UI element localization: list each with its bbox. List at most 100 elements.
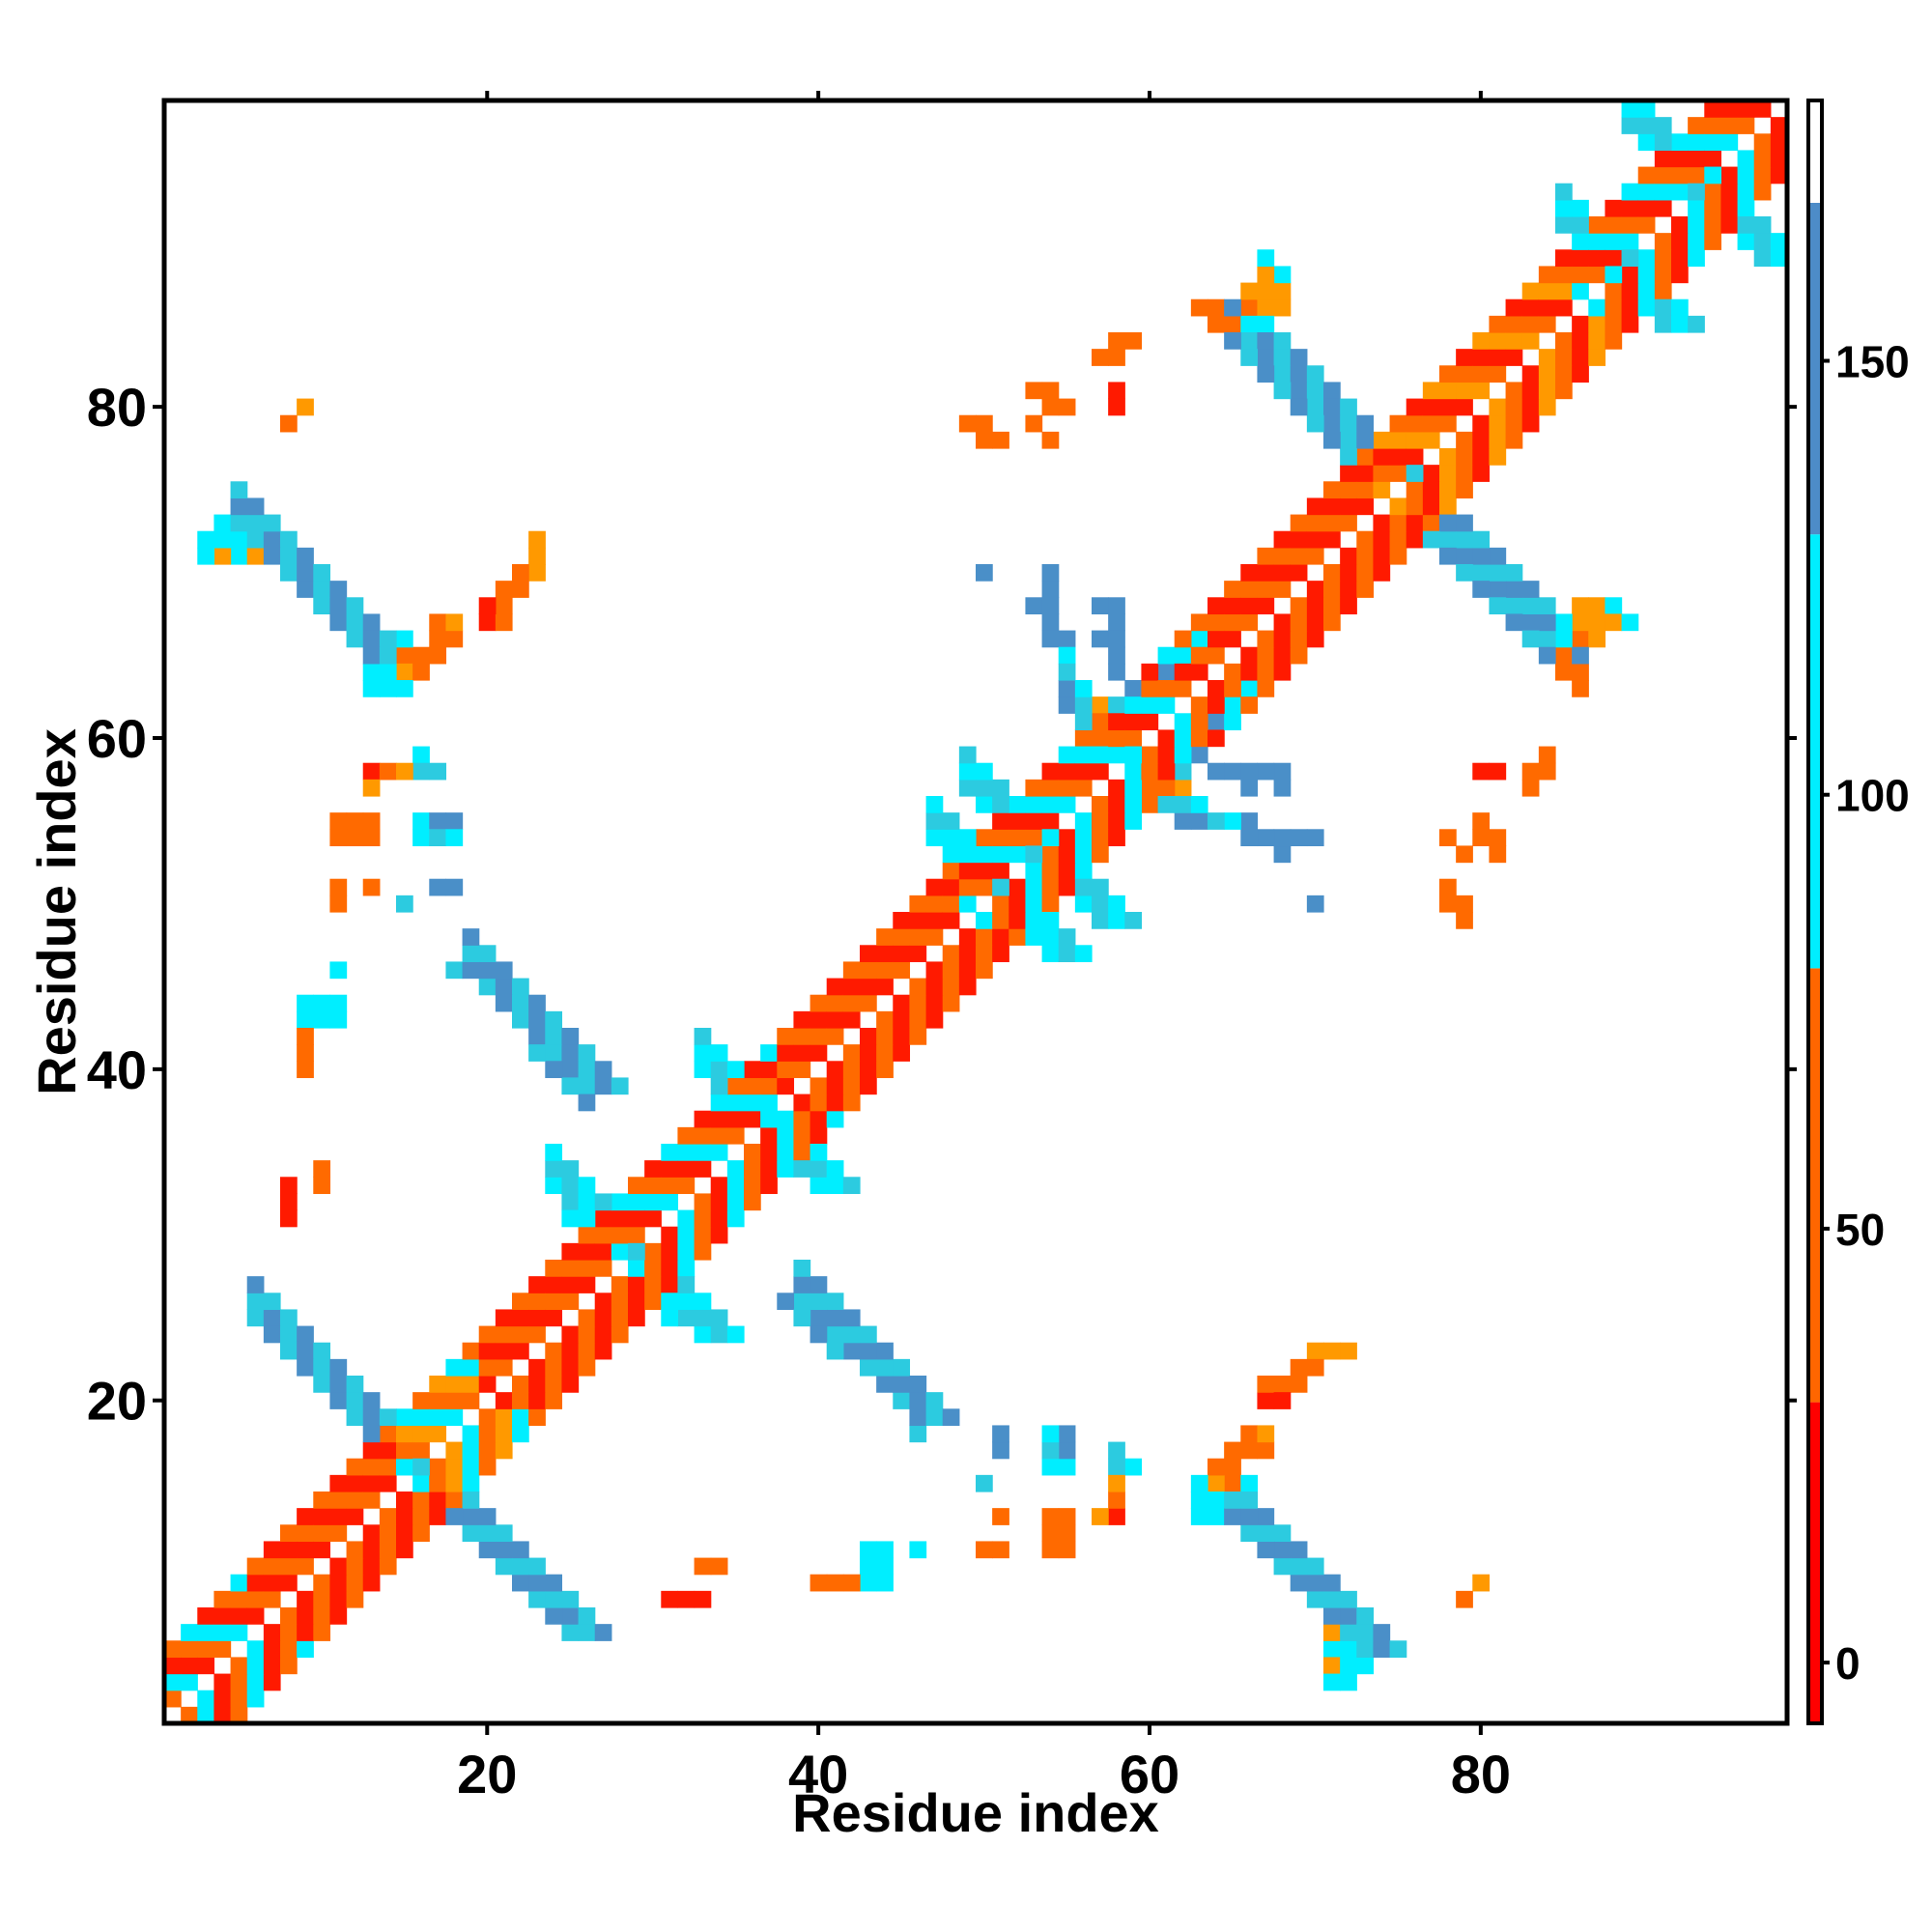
heatmap-cell [1489, 349, 1507, 366]
heatmap-cell [925, 1408, 944, 1427]
heatmap-cell [246, 1640, 265, 1659]
heatmap-cell [561, 1193, 580, 1211]
heatmap-cell [1737, 216, 1755, 234]
heatmap-cell [429, 878, 447, 896]
heatmap-cell [1190, 630, 1208, 648]
heatmap-cell [1224, 315, 1241, 333]
heatmap-cell [1753, 100, 1772, 118]
heatmap-cell [726, 1177, 745, 1195]
heatmap-cell [942, 961, 960, 980]
heatmap-cell [1224, 812, 1241, 830]
heatmap-cell [1472, 414, 1491, 433]
heatmap-cell [1389, 530, 1407, 549]
heatmap-cell [362, 762, 381, 781]
heatmap-cell [611, 1293, 629, 1311]
heatmap-cell [909, 1541, 927, 1559]
heatmap-cell [561, 1325, 580, 1344]
heatmap-cell [1538, 365, 1556, 384]
heatmap-cell [1688, 150, 1705, 168]
heatmap-cell [1323, 1673, 1341, 1691]
heatmap-cell [1141, 713, 1159, 731]
heatmap-cell [942, 862, 960, 880]
heatmap-cell [1058, 1524, 1076, 1543]
heatmap-cell [297, 1541, 314, 1559]
colorbar-band [1808, 1402, 1822, 1723]
heatmap-cell [1637, 133, 1656, 152]
heatmap-cell [842, 1094, 861, 1112]
heatmap-cell [1688, 199, 1705, 217]
heatmap-cell [793, 1276, 811, 1293]
heatmap-cell [1273, 547, 1292, 565]
heatmap-cell [1025, 845, 1043, 864]
heatmap-cell [1058, 1541, 1076, 1559]
heatmap-cell [1605, 282, 1623, 300]
heatmap-cell [1157, 696, 1176, 714]
heatmap-cell [909, 1408, 927, 1427]
heatmap-cell [445, 961, 464, 980]
heatmap-cell [280, 1574, 298, 1592]
heatmap-cell [1009, 796, 1027, 813]
heatmap-cell [1356, 530, 1375, 549]
heatmap-cell [280, 530, 298, 549]
heatmap-cell [1637, 100, 1656, 118]
heatmap-cell [744, 1077, 761, 1095]
heatmap-cell [429, 1458, 447, 1476]
heatmap-cell [976, 829, 993, 847]
heatmap-cell [462, 1441, 480, 1460]
heatmap-cell [694, 1209, 712, 1228]
heatmap-cell [1356, 448, 1375, 466]
heatmap-cell [1770, 133, 1788, 152]
heatmap-cell [1521, 315, 1540, 333]
heatmap-cell [1124, 729, 1143, 748]
heatmap-cell [1041, 1524, 1060, 1543]
heatmap-cell [744, 1177, 761, 1195]
heatmap-cell [445, 1474, 464, 1492]
heatmap-cell [1240, 762, 1259, 781]
heatmap-cell [1174, 812, 1192, 830]
heatmap-cell [1373, 1624, 1391, 1641]
heatmap-cell [1306, 1574, 1324, 1592]
heatmap-cell [992, 796, 1009, 813]
heatmap-cell [1621, 282, 1639, 300]
heatmap-cell [661, 1160, 679, 1178]
heatmap-cell [280, 1607, 298, 1625]
heatmap-cell [528, 1309, 546, 1327]
heatmap-cell [726, 1094, 745, 1112]
heatmap-cell [925, 1010, 944, 1029]
heatmap-cell [992, 895, 1009, 913]
heatmap-cell [1224, 332, 1241, 350]
heatmap-cell [561, 1077, 580, 1095]
heatmap-cell [1323, 1624, 1341, 1641]
heatmap-cell [810, 1126, 828, 1145]
heatmap-cell [1041, 912, 1060, 929]
heatmap-cell [1058, 796, 1076, 813]
heatmap-cell [1240, 1508, 1259, 1525]
heatmap-cell [1257, 1508, 1275, 1525]
heatmap-cell [909, 945, 927, 963]
heatmap-cell [246, 1590, 265, 1608]
heatmap-cell [1605, 216, 1623, 234]
heatmap-cell [1092, 878, 1109, 896]
heatmap-cell [1041, 613, 1060, 632]
heatmap-cell [429, 1508, 447, 1525]
heatmap-cell [810, 1044, 828, 1062]
heatmap-cell [976, 845, 993, 864]
heatmap-cell [230, 497, 248, 516]
heatmap-cell [1422, 382, 1440, 400]
colorbar-band [1808, 534, 1822, 969]
heatmap-cell [445, 1392, 464, 1409]
heatmap-cell [495, 1358, 513, 1377]
heatmap-cell [445, 812, 464, 830]
heatmap-cell [429, 1392, 447, 1409]
heatmap-cell [1538, 613, 1556, 632]
heatmap-cell [760, 1144, 778, 1161]
heatmap-cell [744, 1094, 761, 1112]
heatmap-cell [1538, 266, 1556, 284]
heatmap-cell [1208, 597, 1225, 615]
heatmap-cell [1406, 431, 1424, 449]
heatmap-cell [1753, 216, 1772, 234]
heatmap-cell [1605, 266, 1623, 284]
heatmap-cell [1224, 613, 1241, 632]
heatmap-cell [1141, 746, 1159, 764]
heatmap-cell [1108, 895, 1125, 913]
